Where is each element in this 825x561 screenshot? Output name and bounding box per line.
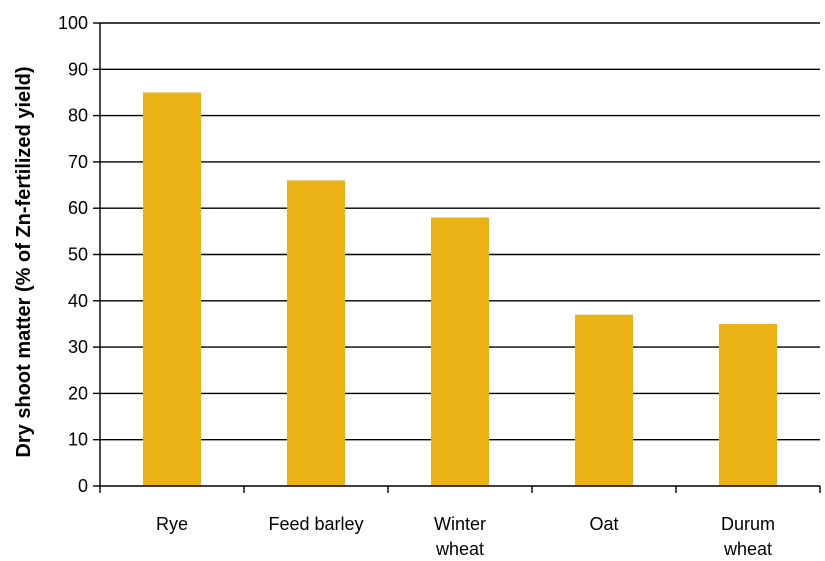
- y-tick-label: 90: [68, 59, 88, 79]
- y-tick-label: 10: [68, 430, 88, 450]
- bars: [143, 92, 777, 487]
- x-category-label: Rye: [156, 514, 188, 534]
- y-tick-label: 60: [68, 198, 88, 218]
- y-tick-label: 30: [68, 337, 88, 357]
- x-category-labels: Rye Feed barley Winter wheat Oat Durum wheat: [156, 514, 775, 559]
- y-tick-labels: 0 10 20 30 40 50 60 70 80 90 100: [58, 13, 88, 496]
- bar: [719, 323, 777, 486]
- y-tick-label: 70: [68, 152, 88, 172]
- axes: [93, 22, 821, 493]
- y-tick-label: 40: [68, 291, 88, 311]
- bar: [431, 217, 489, 486]
- y-tick-label: 20: [68, 383, 88, 403]
- x-category-label: Oat: [589, 514, 618, 534]
- bar: [287, 180, 345, 487]
- bar: [575, 314, 633, 486]
- y-tick-label: 0: [78, 476, 88, 496]
- x-category-label: Winter wheat: [434, 514, 486, 559]
- x-category-label: Durum wheat: [721, 514, 775, 559]
- y-tick-label: 100: [58, 13, 88, 33]
- y-tick-label: 50: [68, 245, 88, 265]
- y-axis-label: Dry shoot matter (% of Zn-fertilized yie…: [13, 66, 35, 457]
- x-category-label: Feed barley: [268, 514, 363, 534]
- bar: [143, 92, 201, 486]
- y-tick-label: 80: [68, 106, 88, 126]
